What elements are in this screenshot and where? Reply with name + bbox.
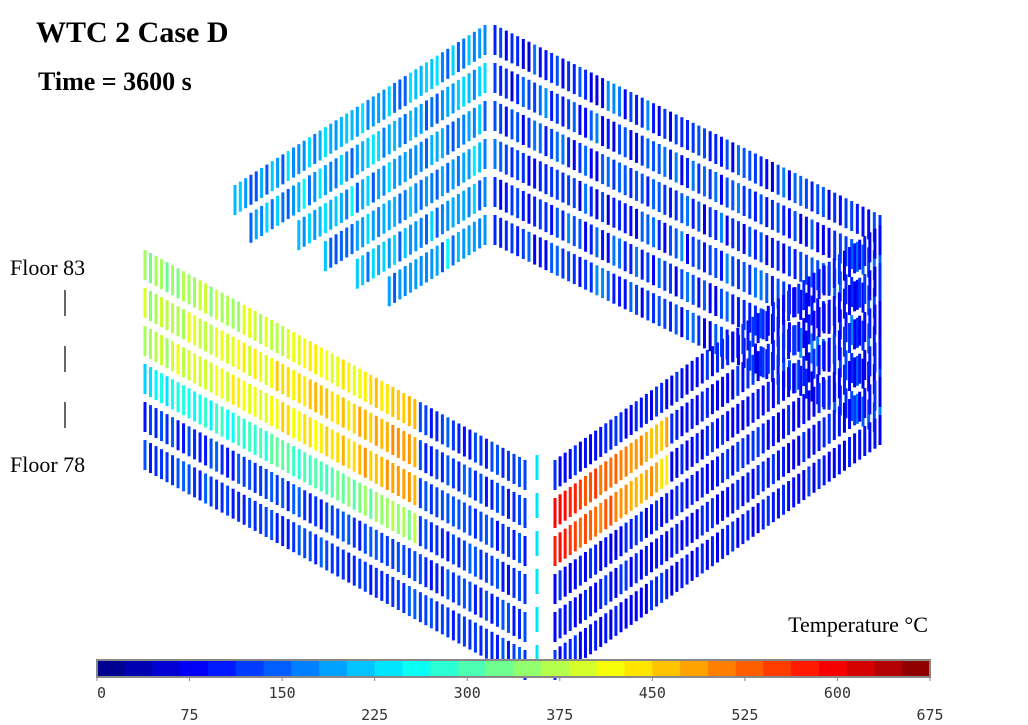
floor-label-bottom: Floor 78: [10, 452, 85, 477]
colorbar-segment: [208, 660, 237, 677]
colorbar-segment: [180, 660, 209, 677]
colorbar-tick-label: 0: [97, 684, 106, 702]
colorbar-segment: [624, 660, 653, 677]
colorbar-segment: [124, 660, 154, 677]
colorbar-segment: [735, 660, 764, 677]
colorbar-segment: [874, 660, 903, 677]
colorbar-segment: [902, 660, 931, 677]
colorbar-segment: [513, 660, 542, 677]
colorbar-segment: [541, 660, 570, 677]
colorbar-tick-label: 450: [639, 684, 666, 702]
colorbar-segment: [97, 660, 126, 677]
colorbar-tick-label: 375: [546, 706, 573, 724]
colorbar-tick-label: 225: [361, 706, 388, 724]
colorbar-segment: [818, 660, 848, 677]
colorbar-segment: [569, 660, 598, 677]
colorbar-tick-label: 525: [731, 706, 758, 724]
colorbar-segment: [152, 660, 181, 677]
title: WTC 2 Case D: [36, 16, 229, 49]
colorbar-tick-label: 675: [916, 706, 943, 724]
colorbar-segment: [291, 660, 320, 677]
column-structure: [143, 25, 882, 680]
colorbar-label: Temperature °C: [788, 612, 928, 637]
colorbar-segment: [402, 660, 431, 677]
colorbar-segment: [652, 660, 681, 677]
colorbar-segment: [680, 660, 709, 677]
colorbar-frame: [96, 659, 931, 678]
colorbar-segment: [791, 660, 820, 677]
colorbar-segment: [457, 660, 487, 677]
colorbar-segment: [763, 660, 792, 677]
colorbar-tick-label: 600: [824, 684, 851, 702]
colorbar-segment: [263, 660, 292, 677]
colorbar-segment: [319, 660, 348, 677]
colorbar-segment: [596, 660, 626, 677]
colorbar-segment: [846, 660, 875, 677]
colorbar-segment: [707, 660, 737, 677]
subtitle: Time = 3600 s: [38, 67, 192, 96]
colorbar-tick-label: 300: [454, 684, 481, 702]
floor-label-top: Floor 83: [10, 255, 85, 280]
colorbar-segment: [235, 660, 265, 677]
colorbar-segment: [346, 660, 376, 677]
colorbar-segment: [430, 660, 459, 677]
colorbar-tick-label: 75: [181, 706, 199, 724]
colorbar-tick-label: 150: [269, 684, 296, 702]
colorbar-segment: [485, 660, 514, 677]
colorbar-segment: [374, 660, 403, 677]
colorbar: 0 75 150 225 300 375 450 525 600 675: [96, 659, 944, 724]
